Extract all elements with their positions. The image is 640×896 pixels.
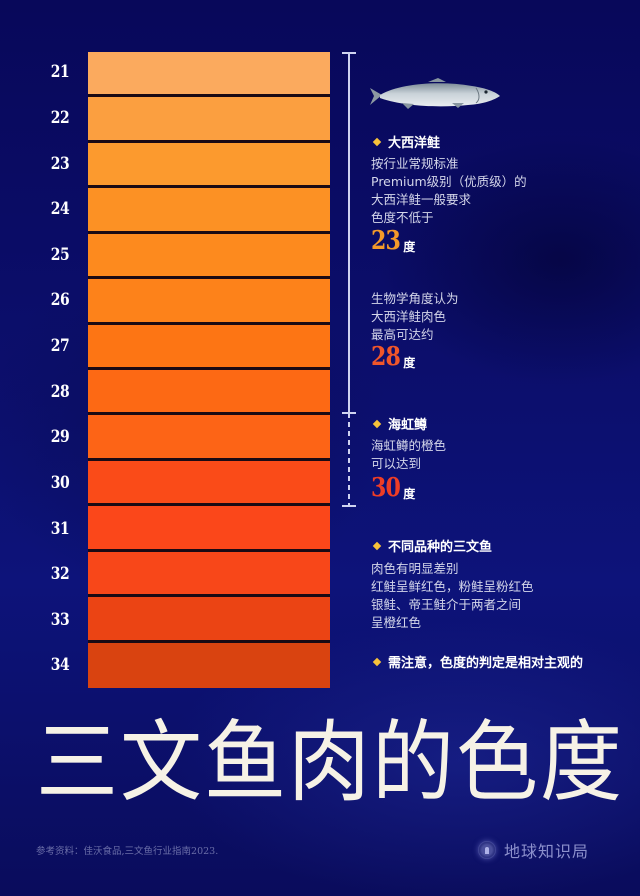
scale-label-28: 28 <box>50 382 70 402</box>
color-band-27 <box>88 325 330 367</box>
scale-label-33: 33 <box>50 610 70 630</box>
trout-bracket-dashed-line <box>348 413 350 505</box>
diamond-bullet-icon <box>372 541 382 550</box>
atlantic-salmon-heading: 大西洋鲑 <box>372 132 440 151</box>
species-text: 肉色有明显差别 红鲑呈鲜红色，粉鲑呈粉红色 银鲑、帝王鲑介于两者之间 呈橙红色 <box>371 561 534 630</box>
atlantic-salmon-standard-text: 按行业常规标准 Premium级别（优质级）的 大西洋鲑一般要求 色度不低于 <box>371 156 527 225</box>
color-band-29 <box>88 415 330 458</box>
brand-logo-icon <box>478 841 496 859</box>
scale-label-29: 29 <box>50 427 70 447</box>
species-heading: 不同品种的三文鱼 <box>372 536 492 555</box>
bracket-bottom-tick <box>342 505 356 507</box>
trout-value: 30 度 <box>371 473 416 503</box>
trout-heading: 海虹鳟 <box>372 414 427 433</box>
color-band-33 <box>88 597 330 640</box>
scale-label-22: 22 <box>50 108 70 128</box>
scale-label-31: 31 <box>50 519 70 539</box>
page-title: 三文鱼肉的色度 <box>36 712 625 815</box>
atlantic-min-value: 23 度 <box>371 226 416 256</box>
scale-label-32: 32 <box>50 564 70 584</box>
scale-label-25: 25 <box>50 245 70 265</box>
color-band-31 <box>88 506 330 549</box>
scale-label-26: 26 <box>50 290 70 310</box>
color-band-21 <box>88 52 330 94</box>
color-band-28 <box>88 370 330 412</box>
scale-label-27: 27 <box>50 336 70 356</box>
color-band-24 <box>88 188 330 231</box>
trout-text: 海虹鳟的橙色 可以达到 <box>371 438 447 471</box>
brand-name: 地球知识局 <box>504 842 590 861</box>
color-band-26 <box>88 279 330 322</box>
color-band-30 <box>88 461 330 503</box>
color-band-22 <box>88 97 330 140</box>
source-citation: 参考资料：佳沃食品,三文鱼行业指南2023. <box>36 846 219 857</box>
salmon-fish-icon <box>370 78 500 109</box>
color-band-25 <box>88 234 330 276</box>
atlantic-max-value: 28 度 <box>371 342 416 372</box>
atlantic-salmon-bracket-line <box>348 52 350 412</box>
scale-label-21: 21 <box>50 62 70 82</box>
scale-label-30: 30 <box>50 473 70 493</box>
caution-note: 需注意，色度的判定是相对主观的 <box>372 652 583 671</box>
diamond-bullet-icon <box>372 419 382 428</box>
color-band-23 <box>88 143 330 185</box>
diamond-bullet-icon <box>372 657 382 666</box>
color-scale-bar <box>88 52 330 688</box>
scale-label-23: 23 <box>50 154 70 174</box>
scale-label-34: 34 <box>50 655 70 675</box>
brand: 地球知识局 <box>478 838 589 862</box>
diamond-bullet-icon <box>372 137 382 146</box>
color-band-32 <box>88 552 330 594</box>
color-band-34 <box>88 643 330 688</box>
scale-label-24: 24 <box>50 199 70 219</box>
atlantic-salmon-biology-text: 生物学角度认为 大西洋鲑肉色 最高可达约 <box>371 291 459 342</box>
